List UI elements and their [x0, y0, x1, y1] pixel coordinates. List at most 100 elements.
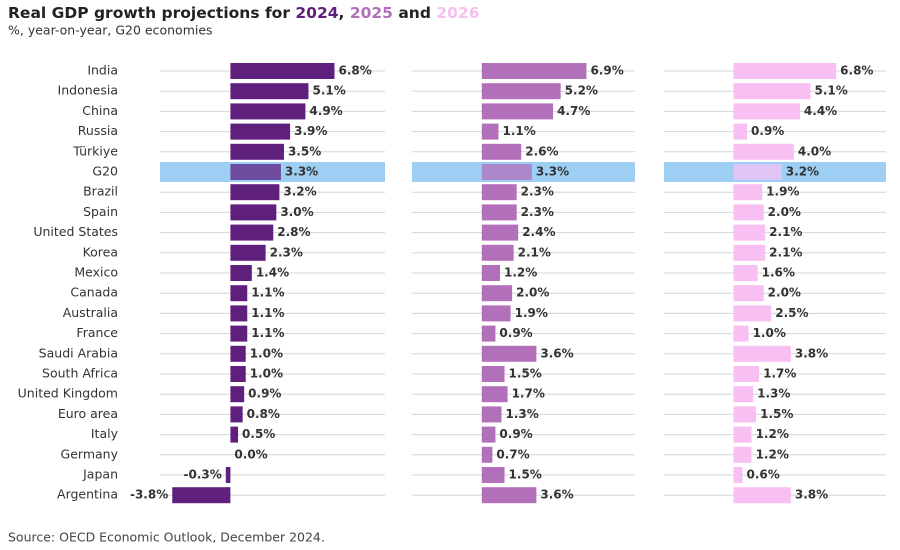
- bar: [733, 366, 760, 382]
- bar: [733, 244, 766, 261]
- bar: [733, 184, 763, 201]
- bar: [733, 285, 764, 302]
- category-label: Canada: [70, 285, 118, 300]
- category-label: India: [87, 63, 118, 78]
- value-label: 4.0%: [798, 144, 831, 158]
- category-label: G20: [92, 164, 118, 179]
- category-label: Japan: [82, 467, 118, 482]
- value-label: 2.6%: [525, 144, 558, 158]
- category-label: Italy: [91, 426, 119, 441]
- value-label: 0.6%: [747, 468, 780, 482]
- bar: [230, 244, 266, 261]
- value-label: -0.3%: [184, 468, 222, 482]
- value-label: 5.1%: [312, 84, 345, 98]
- bar: [733, 446, 752, 463]
- value-label: 3.8%: [795, 346, 828, 360]
- title-part: ,: [339, 4, 350, 22]
- bar: [733, 265, 758, 281]
- bar: [481, 487, 537, 504]
- value-label: 1.9%: [515, 306, 548, 320]
- value-label: 0.9%: [751, 124, 784, 138]
- bar: [230, 204, 277, 221]
- bar: [733, 325, 749, 342]
- value-label: 2.3%: [521, 205, 554, 219]
- value-label: 3.9%: [294, 124, 327, 138]
- value-label: 1.1%: [251, 286, 284, 300]
- value-label: 1.9%: [766, 185, 799, 199]
- bar: [172, 487, 231, 504]
- category-label: Russia: [78, 123, 118, 138]
- bar: [230, 426, 239, 443]
- value-label: 0.7%: [496, 447, 529, 461]
- source-note: Source: OECD Economic Outlook, December …: [8, 530, 325, 545]
- value-label: 3.3%: [285, 165, 318, 179]
- bar: [230, 366, 246, 382]
- value-label: 3.2%: [786, 165, 819, 179]
- category-label: South Africa: [42, 366, 118, 381]
- value-label: 2.1%: [518, 245, 551, 259]
- category-label: Argentina: [57, 487, 118, 502]
- value-label: 1.1%: [502, 124, 535, 138]
- bar: [733, 406, 757, 423]
- value-label: 4.7%: [557, 104, 590, 118]
- value-label: 1.1%: [251, 326, 284, 340]
- bar: [230, 164, 281, 180]
- value-label: 1.2%: [756, 447, 789, 461]
- bar: [481, 305, 511, 322]
- bar: [481, 366, 505, 382]
- value-label: 2.0%: [516, 286, 549, 300]
- value-label: 1.0%: [753, 326, 786, 340]
- title-part: and: [393, 4, 436, 22]
- value-label: 1.5%: [760, 407, 793, 421]
- bar: [733, 386, 754, 403]
- bar: [481, 285, 513, 302]
- bar: [481, 224, 519, 241]
- bar: [733, 487, 791, 504]
- bar: [481, 184, 517, 201]
- value-label: 0.8%: [247, 407, 280, 421]
- bar: [481, 143, 522, 160]
- value-label: 3.8%: [795, 488, 828, 502]
- bar: [733, 103, 800, 120]
- value-label: 6.8%: [840, 64, 873, 78]
- bar: [230, 63, 335, 79]
- bar: [230, 224, 274, 241]
- bar: [733, 143, 794, 160]
- category-label: China: [82, 103, 118, 118]
- bar: [481, 123, 499, 140]
- value-label: 2.1%: [769, 225, 802, 239]
- bar: [481, 325, 496, 342]
- title-part: 2026: [436, 4, 479, 22]
- category-label: Germany: [61, 446, 119, 461]
- bar: [230, 143, 284, 160]
- value-label: 1.6%: [762, 266, 795, 280]
- value-label: 0.9%: [248, 387, 281, 401]
- value-label: 1.5%: [509, 367, 542, 381]
- value-label: 0.9%: [499, 427, 532, 441]
- title-part: 2025: [350, 4, 393, 22]
- bar: [733, 83, 811, 100]
- category-label: Spain: [83, 204, 118, 219]
- bar: [481, 467, 505, 483]
- category-label: Brazil: [83, 184, 118, 199]
- value-label: 1.3%: [757, 387, 790, 401]
- bar: [230, 325, 248, 342]
- value-label: 1.3%: [506, 407, 539, 421]
- bar: [230, 406, 243, 423]
- bar: [733, 345, 791, 362]
- bar: [481, 426, 496, 443]
- value-label: 5.1%: [814, 84, 847, 98]
- value-label: 1.7%: [512, 387, 545, 401]
- value-label: 0.5%: [242, 427, 275, 441]
- category-label: Mexico: [74, 265, 118, 280]
- bar: [733, 204, 764, 221]
- category-label: Saudi Arabia: [39, 345, 118, 360]
- value-label: 1.1%: [251, 306, 284, 320]
- value-label: 3.3%: [536, 165, 569, 179]
- bar: [481, 63, 587, 79]
- value-label: 3.6%: [540, 488, 573, 502]
- bar: [481, 345, 537, 362]
- value-label: 2.0%: [768, 286, 801, 300]
- bar: [230, 184, 280, 201]
- category-label: Euro area: [58, 406, 118, 421]
